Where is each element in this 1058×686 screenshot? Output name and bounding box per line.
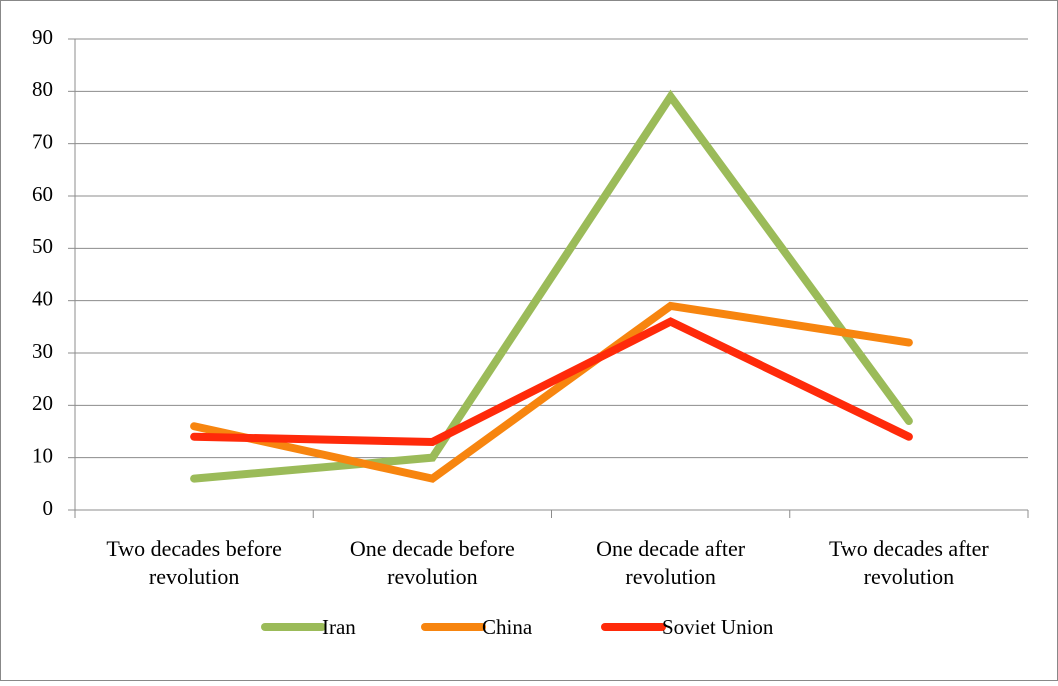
x-tick-label: One decade after revolution: [596, 536, 746, 589]
legend-label: Soviet Union: [662, 615, 774, 639]
y-tick-label: 50: [32, 234, 53, 258]
y-tick-label: 70: [32, 129, 53, 153]
series-line: [190, 301, 913, 483]
y-tick-label: 40: [32, 286, 53, 310]
y-tick-label: 0: [43, 496, 54, 520]
y-tick-label: 10: [32, 443, 53, 467]
y-tick-label: 60: [32, 182, 53, 206]
series-line: [190, 89, 913, 483]
y-tick-label: 90: [32, 25, 53, 49]
series-line: [190, 317, 913, 446]
y-tick-label: 30: [32, 339, 53, 363]
x-tick-label: One decade before revolution: [349, 536, 515, 589]
x-tick-label: Two decades after revolution: [829, 536, 989, 589]
x-tick-label: Two decades before revolution: [106, 536, 282, 589]
y-tick-label: 20: [32, 391, 53, 415]
legend-label: China: [482, 615, 533, 639]
y-tick-label: 80: [32, 77, 53, 101]
legend-label: Iran: [322, 615, 356, 639]
